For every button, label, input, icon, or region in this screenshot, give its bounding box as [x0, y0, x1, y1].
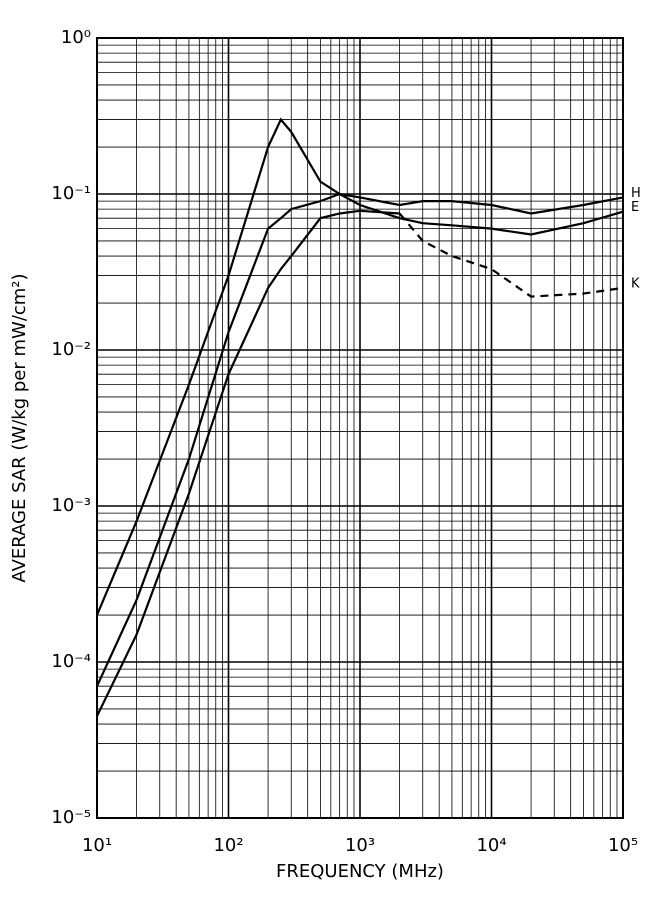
series-line	[398, 212, 624, 298]
y-tick-label: 10⁻²	[51, 339, 91, 360]
series-label: E	[631, 200, 639, 215]
x-tick-label: 10²	[213, 835, 243, 856]
y-tick-label: 10⁻³	[51, 495, 91, 516]
series-line	[95, 117, 624, 616]
plot-frame	[96, 37, 624, 819]
x-tick-label: 10⁵	[608, 835, 638, 856]
series-label: H	[631, 186, 641, 201]
series-label: K	[631, 276, 640, 291]
x-tick-label: 10¹	[82, 835, 112, 856]
x-tick-label: 10³	[345, 835, 375, 856]
y-tick-label: 10⁻¹	[51, 183, 91, 204]
y-axis-label: AVERAGE SAR (W/kg per mW/cm²)	[9, 273, 30, 582]
x-axis-label: FREQUENCY (MHz)	[276, 861, 444, 882]
x-tick-label: 10⁴	[476, 835, 506, 856]
y-tick-label: 10⁻⁵	[51, 807, 91, 828]
series-line	[96, 209, 400, 717]
y-tick-label: 10⁰	[61, 27, 91, 48]
y-tick-label: 10⁻⁴	[51, 651, 91, 672]
